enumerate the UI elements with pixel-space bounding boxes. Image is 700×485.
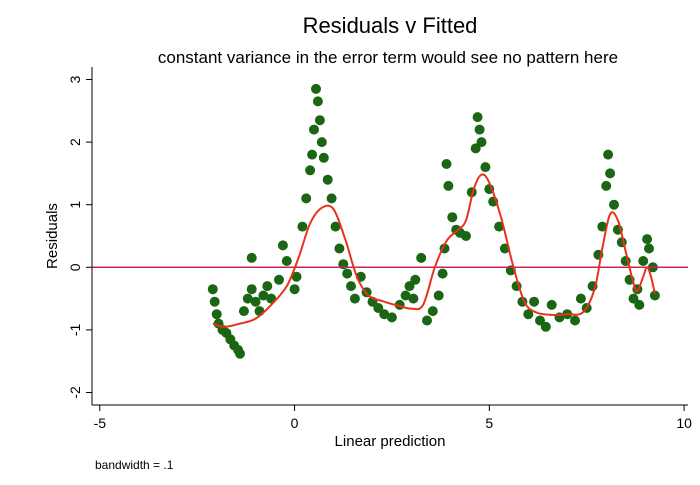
lowess-smooth-line xyxy=(212,173,656,328)
residual-point xyxy=(258,290,269,301)
residual-point xyxy=(535,315,545,326)
residual-point xyxy=(238,306,249,317)
chart-title: Residuals v Fitted xyxy=(303,13,478,38)
residual-point xyxy=(404,281,415,292)
residual-point xyxy=(597,221,608,232)
residual-point xyxy=(529,296,540,307)
residual-point xyxy=(289,284,300,295)
residual-point xyxy=(472,112,483,123)
x-ticks: -5 0 5 10 xyxy=(94,405,692,431)
residual-point xyxy=(274,274,284,285)
residual-point xyxy=(470,143,481,154)
residual-point xyxy=(628,293,639,304)
residual-point xyxy=(416,252,427,263)
y-ticks: -2 -1 0 1 2 3 xyxy=(67,75,92,399)
residual-point xyxy=(649,290,660,301)
residual-point xyxy=(644,243,654,254)
residual-point xyxy=(443,180,454,191)
residual-point xyxy=(400,290,411,301)
residual-point xyxy=(262,281,273,292)
x-tick-label: -5 xyxy=(94,415,107,431)
y-tick-label: -2 xyxy=(67,386,83,399)
residual-point xyxy=(603,149,614,160)
residual-point xyxy=(316,137,327,148)
residual-point xyxy=(605,168,616,179)
bandwidth-note: bandwidth = .1 xyxy=(95,458,174,472)
residual-point xyxy=(211,309,222,320)
residual-point xyxy=(235,348,245,359)
residual-point xyxy=(476,137,487,148)
residual-point xyxy=(601,180,612,191)
residual-point xyxy=(461,231,471,241)
residual-point xyxy=(609,199,619,210)
residual-point xyxy=(642,234,653,245)
y-tick-label: 3 xyxy=(67,75,83,83)
residual-point xyxy=(330,221,341,232)
residual-point xyxy=(314,115,325,126)
residual-point xyxy=(326,193,337,204)
y-tick-label: 2 xyxy=(67,138,83,146)
residual-point xyxy=(346,281,356,292)
residual-point xyxy=(309,124,319,135)
residual-point xyxy=(349,293,360,304)
residual-point xyxy=(297,221,308,232)
y-tick-label: -1 xyxy=(67,323,83,336)
residual-point xyxy=(523,309,534,320)
residual-point xyxy=(307,149,318,160)
residual-point xyxy=(301,193,312,204)
residual-point xyxy=(305,165,316,176)
residual-point xyxy=(427,306,438,317)
residual-point xyxy=(281,256,292,266)
residual-point xyxy=(342,268,353,279)
residual-point xyxy=(277,240,288,251)
residual-point xyxy=(246,284,257,295)
residual-point xyxy=(474,124,485,135)
plot-area xyxy=(92,67,688,405)
x-tick-label: 0 xyxy=(291,415,299,431)
residual-point xyxy=(433,290,444,301)
residual-point xyxy=(638,256,649,266)
residual-point xyxy=(322,174,333,185)
chart-subtitle: constant variance in the error term woul… xyxy=(158,48,618,67)
residual-point xyxy=(318,152,329,163)
residual-point xyxy=(207,284,218,295)
residual-point xyxy=(408,293,419,304)
residual-point xyxy=(334,243,345,254)
x-tick-label: 5 xyxy=(485,415,493,431)
residual-point xyxy=(480,162,491,173)
residual-point xyxy=(379,309,390,320)
residual-point xyxy=(373,303,384,313)
residual-point xyxy=(311,83,321,94)
y-tick-label: 0 xyxy=(67,263,83,271)
residual-point xyxy=(209,296,220,307)
x-axis-title: Linear prediction xyxy=(335,433,446,450)
residual-point xyxy=(410,274,421,285)
residual-point xyxy=(242,293,253,304)
y-axis-title: Residuals xyxy=(44,203,61,269)
residual-point xyxy=(441,159,452,169)
residual-point xyxy=(540,321,551,332)
residual-point xyxy=(386,312,397,323)
residual-point xyxy=(634,299,645,310)
residual-point xyxy=(437,268,448,279)
residual-point xyxy=(575,293,586,304)
residual-point xyxy=(546,299,557,310)
residual-point xyxy=(250,296,261,307)
residual-point xyxy=(494,221,505,232)
y-tick-label: 1 xyxy=(67,201,83,209)
residual-point xyxy=(246,252,257,263)
residual-point xyxy=(291,271,302,282)
x-tick-label: 10 xyxy=(676,415,692,431)
residual-point xyxy=(447,212,458,223)
residual-point xyxy=(422,315,432,326)
residual-point xyxy=(312,96,323,107)
residual-point xyxy=(570,315,580,326)
